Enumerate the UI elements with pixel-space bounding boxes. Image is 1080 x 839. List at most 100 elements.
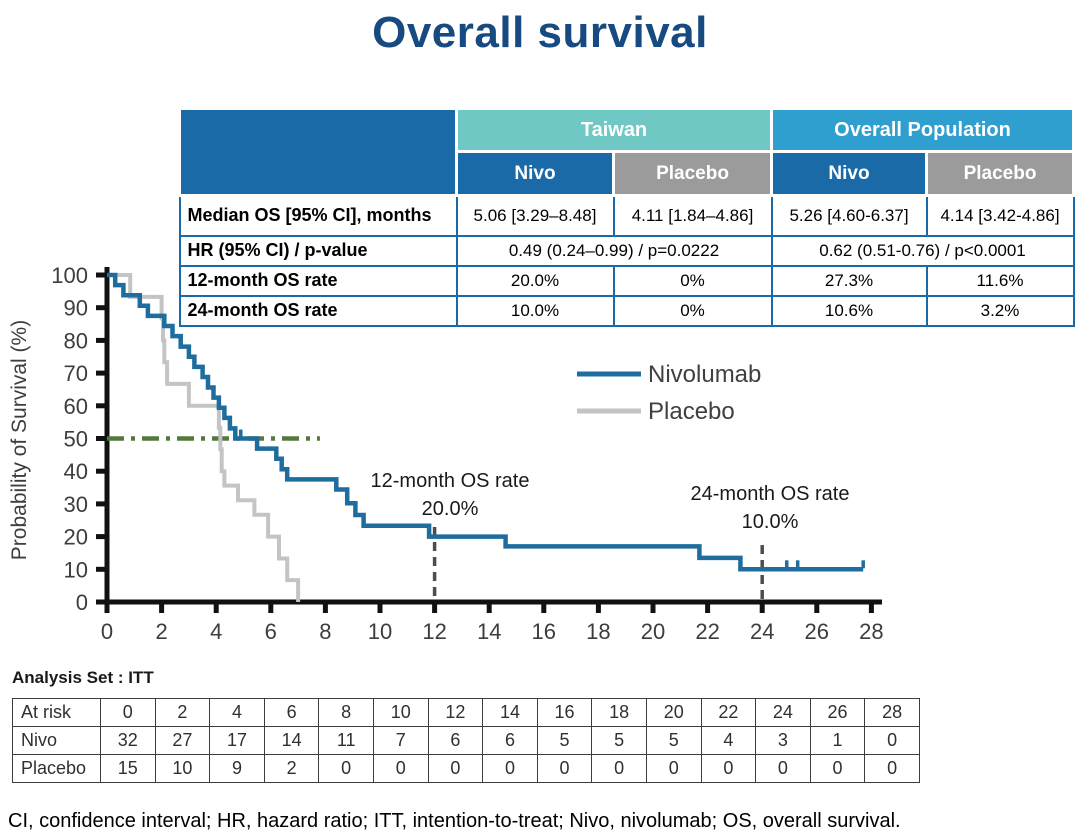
at-risk-count-cell: 0 (645, 754, 702, 783)
y-tick-label: 40 (64, 459, 88, 484)
table-row: At risk 0 2 4 6 8 10 12 14 16 18 20 22 24 26 28 (12, 698, 920, 727)
at-risk-count-cell: 4 (700, 726, 757, 755)
at-risk-month-header: 12 (427, 698, 484, 727)
os-rate-annotation-label: 24-month OS rate (691, 483, 850, 505)
at-risk-count-cell: 0 (536, 754, 593, 783)
at-risk-count-cell: 9 (209, 754, 265, 783)
summary-row-label: 12-month OS rate (178, 264, 458, 297)
sub-header-nivo: Nivo (770, 150, 928, 197)
summary-value-cell: 4.14 [3.42-4.86] (925, 194, 1075, 237)
at-risk-month-header: 6 (263, 698, 320, 727)
y-tick-label: 60 (64, 394, 88, 419)
at-risk-month-header: 22 (700, 698, 757, 727)
table-row: Nivo 32 27 17 14 11 7 6 6 5 5 5 4 3 1 0 (12, 726, 920, 755)
at-risk-month-header: 18 (591, 698, 647, 727)
y-tick-label: 70 (64, 361, 88, 386)
at-risk-table: At risk 0 2 4 6 8 10 12 14 16 18 20 22 24 26 28 Nivo 32 27… (12, 698, 920, 783)
at-risk-count-cell: 15 (100, 754, 156, 783)
summary-corner-cell (178, 107, 458, 197)
sub-header-placebo: Placebo (612, 150, 773, 197)
y-tick-label: 50 (64, 427, 88, 452)
summary-value-cell: 5.26 [4.60-6.37] (770, 194, 928, 237)
table-row: Median OS [95% CI], months 5.06 [3.29–8.4… (178, 194, 1075, 237)
at-risk-count-cell: 6 (427, 726, 484, 755)
x-tick-label: 0 (101, 619, 113, 644)
at-risk-count-cell: 32 (100, 726, 156, 755)
at-risk-count-cell: 14 (263, 726, 320, 755)
summary-row-label: Median OS [95% CI], months (178, 194, 458, 237)
at-risk-count-cell: 6 (482, 726, 538, 755)
sub-header-placebo: Placebo (924, 150, 1076, 197)
x-tick-label: 16 (532, 619, 556, 644)
summary-value-cell: 4.11 [1.84–4.86] (612, 194, 773, 237)
sub-header-nivo: Nivo (455, 150, 615, 197)
x-tick-label: 24 (750, 619, 774, 644)
at-risk-month-header: 14 (482, 698, 538, 727)
x-tick-label: 10 (368, 619, 392, 644)
table-row: Taiwan Overall Population (178, 107, 1076, 197)
summary-row-label: HR (95% CI) / p-value (178, 234, 458, 267)
at-risk-count-cell: 5 (645, 726, 702, 755)
legend-label-nivolumab: Nivolumab (648, 361, 761, 388)
os-rate-annotation-value: 20.0% (422, 498, 479, 520)
table-row: Nivo Placebo Nivo Placebo (180, 150, 1076, 197)
at-risk-count-cell: 3 (755, 726, 811, 755)
y-tick-label: 80 (64, 328, 88, 353)
os-rate-annotation-value: 10.0% (742, 511, 799, 533)
summary-value-cell: 0.62 (0.51-0.76) / p<0.0001 (770, 234, 1075, 267)
summary-value-cell: 0% (612, 294, 773, 327)
abbreviations-footnote: CI, confidence interval; HR, hazard rati… (8, 810, 901, 832)
at-risk-month-header: 24 (755, 698, 811, 727)
summary-value-cell: 20.0% (455, 264, 615, 297)
y-tick-label: 20 (64, 525, 88, 550)
at-risk-count-cell: 11 (318, 726, 374, 755)
at-risk-month-header: 8 (318, 698, 374, 727)
at-risk-count-cell: 0 (755, 754, 811, 783)
x-tick-label: 8 (319, 619, 331, 644)
y-tick-label: 90 (64, 296, 88, 321)
at-risk-count-cell: 0 (482, 754, 538, 783)
at-risk-month-header: 16 (536, 698, 593, 727)
summary-table: Taiwan Overall Population Nivo Placebo Nivo P… (178, 107, 1076, 327)
table-row: Placebo 15 10 9 2 0 0 0 0 0 0 0 0 0 0 0 (12, 754, 920, 783)
summary-value-cell: 5.06 [3.29–8.48] (455, 194, 615, 237)
summary-value-cell: 27.3% (770, 264, 928, 297)
os-rate-annotation-label: 12-month OS rate (371, 470, 530, 492)
x-tick-label: 6 (265, 619, 277, 644)
legend-label-placebo: Placebo (648, 398, 735, 425)
summary-value-cell: 10.0% (455, 294, 615, 327)
x-tick-label: 22 (695, 619, 719, 644)
analysis-set-label: Analysis Set : ITT (12, 668, 154, 687)
nivolumab-curve (107, 272, 864, 572)
at-risk-count-cell: 2 (263, 754, 320, 783)
at-risk-count-cell: 0 (318, 754, 374, 783)
page-title: Overall survival (372, 8, 708, 57)
at-risk-count-cell: 5 (591, 726, 647, 755)
y-tick-label: 10 (64, 557, 88, 582)
x-tick-label: 12 (422, 619, 446, 644)
group-header-overall-population: Overall Population (769, 107, 1076, 153)
at-risk-series-label: Nivo (12, 726, 101, 755)
table-row: 24-month OS rate 10.0% 0% 10.6% 3.2% (178, 294, 1075, 327)
at-risk-month-header: 2 (154, 698, 211, 727)
y-tick-label: 0 (76, 590, 88, 615)
at-risk-month-header: 20 (645, 698, 702, 727)
group-header-taiwan: Taiwan (455, 107, 773, 153)
x-tick-label: 4 (210, 619, 222, 644)
summary-value-cell: 10.6% (770, 294, 928, 327)
at-risk-header-label: At risk (12, 698, 101, 727)
summary-value-cell: 0.49 (0.24–0.99) / p=0.0222 (455, 234, 773, 267)
x-tick-label: 2 (155, 619, 167, 644)
summary-value-cell: 11.6% (925, 264, 1075, 297)
at-risk-count-cell: 17 (209, 726, 265, 755)
at-risk-count-cell: 5 (536, 726, 593, 755)
at-risk-count-cell: 0 (864, 754, 920, 783)
table-row: 12-month OS rate 20.0% 0% 27.3% 11.6% (178, 264, 1075, 297)
at-risk-count-cell: 27 (154, 726, 211, 755)
y-axis-title: Probability of Survival (%) (8, 320, 31, 560)
summary-value-cell: 3.2% (925, 294, 1075, 327)
at-risk-month-header: 28 (864, 698, 920, 727)
at-risk-count-cell: 7 (372, 726, 429, 755)
at-risk-month-header: 4 (209, 698, 265, 727)
